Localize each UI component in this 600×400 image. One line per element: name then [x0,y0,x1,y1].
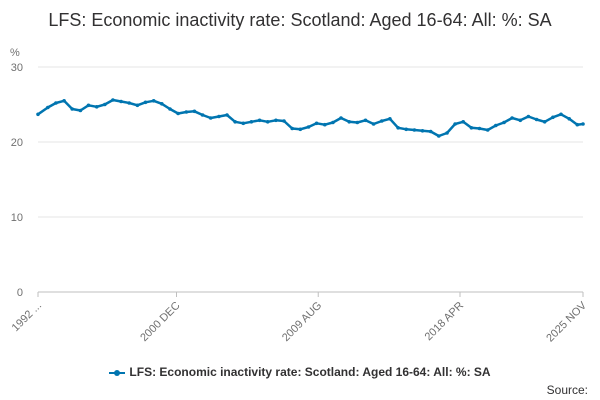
data-point[interactable] [363,118,368,123]
data-point[interactable] [208,116,213,120]
x-tick-label: 1992 ... [10,300,44,334]
data-point[interactable] [257,118,262,123]
data-point[interactable] [46,105,50,110]
grid-layer [38,66,583,293]
y-tick-label: 10 [11,212,23,224]
data-point[interactable] [290,126,295,131]
data-point[interactable] [339,116,343,120]
data-point[interactable] [184,110,189,114]
data-point[interactable] [461,120,466,124]
data-point[interactable] [127,101,131,105]
data-point[interactable] [143,100,148,105]
data-point[interactable] [453,122,457,126]
data-point[interactable] [274,118,278,123]
data-point[interactable] [534,117,539,122]
data-point[interactable] [265,120,270,124]
chart-title: LFS: Economic inactivity rate: Scotland:… [48,10,552,30]
data-point[interactable] [241,121,246,126]
y-tick-label: 30 [11,62,23,74]
data-point[interactable] [62,99,66,103]
data-point[interactable] [526,114,531,119]
data-point[interactable] [494,123,498,128]
data-point[interactable] [477,126,482,131]
series-line-0 [37,98,584,138]
data-point[interactable] [176,111,180,116]
x-tick-label: 2000 DEC [138,300,182,344]
data-point[interactable] [119,99,123,104]
legend[interactable]: LFS: Economic inactivity rate: Scotland:… [0,365,600,379]
source-note: Source: [546,383,588,397]
data-point[interactable] [306,125,311,129]
data-point[interactable] [282,119,286,123]
data-point[interactable] [559,112,563,117]
data-point[interactable] [502,120,506,125]
data-point[interactable] [314,121,319,126]
data-point[interactable] [355,120,360,125]
data-point[interactable] [510,116,514,120]
data-point[interactable] [70,107,74,111]
data-point[interactable] [111,98,115,102]
data-point[interactable] [217,114,221,119]
y-axis-label: % [10,47,20,59]
legend-swatch [109,369,126,376]
data-point[interactable] [135,103,140,108]
data-point[interactable] [233,120,237,124]
data-point[interactable] [567,117,571,121]
data-point[interactable] [347,120,352,124]
data-point[interactable] [485,128,490,132]
data-point[interactable] [542,120,547,124]
data-point[interactable] [94,105,99,109]
data-point[interactable] [323,122,327,127]
data-point[interactable] [200,113,205,117]
data-point[interactable] [420,129,425,133]
data-point[interactable] [469,126,474,130]
x-tick-label: 2018 APR [423,300,467,344]
data-point[interactable] [445,131,449,135]
x-tick-label: 2025 NOV [544,299,589,344]
data-point[interactable] [86,103,91,108]
data-point[interactable] [428,129,433,134]
y-tick-label: 20 [11,137,23,149]
series-layer [36,98,585,138]
data-point[interactable] [380,119,384,123]
data-point[interactable] [78,108,83,113]
data-point[interactable] [249,120,254,124]
data-point[interactable] [371,122,376,126]
data-point[interactable] [160,102,164,106]
data-point[interactable] [581,122,585,126]
data-point[interactable] [54,101,58,105]
data-point[interactable] [192,109,197,114]
data-point[interactable] [396,126,400,130]
data-point[interactable] [331,120,335,125]
legend-label: LFS: Economic inactivity rate: Scotland:… [129,365,491,379]
data-point[interactable] [388,117,392,121]
data-point[interactable] [225,113,229,117]
data-point[interactable] [412,128,417,132]
data-point[interactable] [298,127,303,132]
data-point[interactable] [151,99,156,103]
data-point[interactable] [103,102,107,107]
data-point[interactable] [168,107,172,111]
x-tick-label: 2009 AUG [280,300,324,344]
y-tick-label: 0 [17,287,23,299]
data-point[interactable] [404,127,409,132]
data-point[interactable] [575,122,580,127]
data-point[interactable] [437,134,441,138]
data-point[interactable] [36,112,40,117]
data-point[interactable] [518,118,523,123]
data-point[interactable] [551,115,555,120]
axis-layer: % 0 10 20 30 1992 ... 2000 DEC 2009 AUG 2018 APR… [10,47,590,344]
